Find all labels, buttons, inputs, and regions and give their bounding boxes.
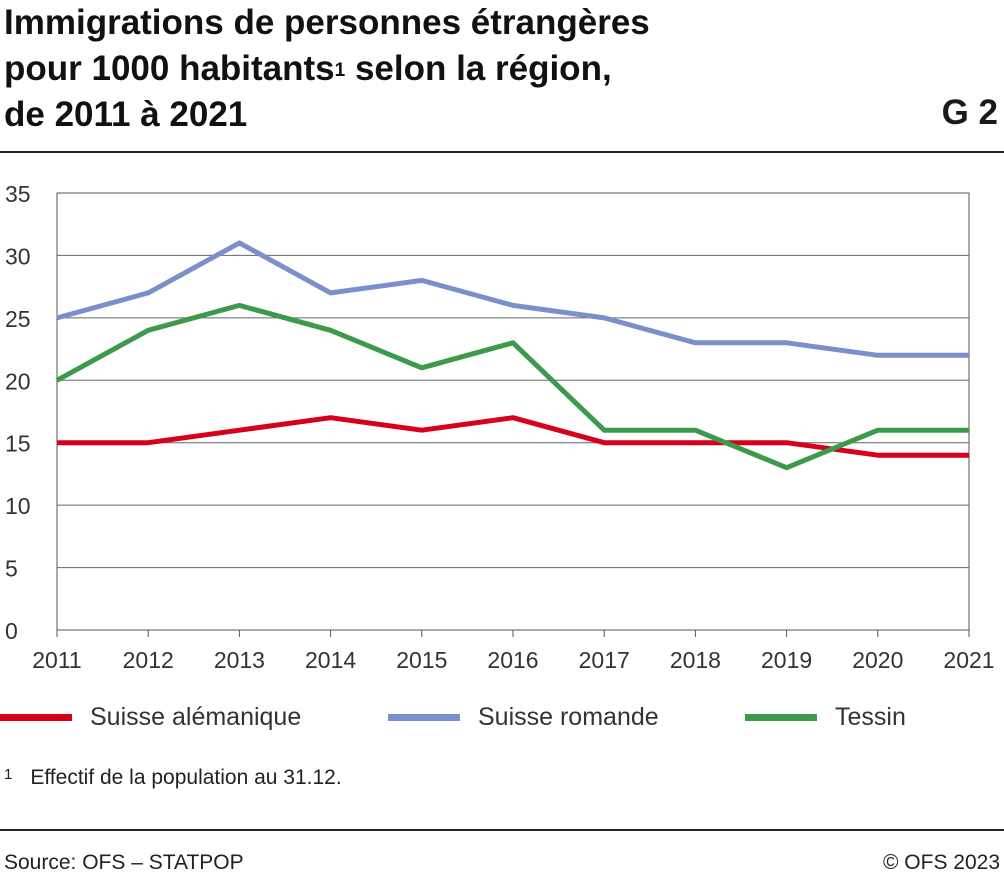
- legend-swatch-suisse-romande: [388, 714, 460, 721]
- line-chart: 0 5 10 15 20 25 30 35 2011 2012 2013 2014 2015 2016 20…: [5, 181, 995, 673]
- x-tick-label-2016: 2016: [487, 647, 538, 673]
- plot-area: [56, 192, 970, 631]
- legend: Suisse alémanique Suisse romande Tessin: [0, 703, 1004, 743]
- y-tick-label-20: 20: [5, 368, 31, 394]
- x-tick-label-2011: 2011: [32, 647, 81, 673]
- footnote-text: Effectif de la population au 31.12.: [30, 766, 342, 789]
- legend-label-suisse-alemanique: Suisse alémanique: [90, 703, 302, 731]
- x-tick-label-2018: 2018: [670, 647, 721, 673]
- y-tick-label-25: 25: [5, 306, 31, 332]
- x-tick-label-2014: 2014: [305, 647, 356, 673]
- source-text: Source: OFS – STATPOP: [4, 851, 244, 874]
- y-tick-label-30: 30: [5, 243, 31, 269]
- x-tick-label-2015: 2015: [396, 647, 447, 673]
- title-line-2-start: pour 1000 habitants: [4, 49, 335, 88]
- footnote: 1 Effectif de la population au 31.12.: [4, 766, 342, 790]
- x-tick-label-2017: 2017: [579, 647, 630, 673]
- series-line-suisse-romande: [56, 240, 969, 358]
- y-tick-label-35: 35: [5, 181, 31, 207]
- legend-swatch-tessin: [745, 714, 817, 721]
- legend-item-suisse-romande: Suisse romande: [388, 703, 659, 732]
- chart-title: Immigrations de personnes étrangères pou…: [4, 0, 904, 138]
- x-tick-label-2020: 2020: [852, 647, 903, 673]
- y-tick-label-10: 10: [5, 493, 31, 519]
- series-line-suisse-alemanique: [57, 415, 969, 458]
- title-footnote-marker: 1: [334, 60, 346, 81]
- footnote-marker: 1: [4, 766, 13, 783]
- legend-label-tessin: Tessin: [835, 703, 906, 731]
- title-line-2-end: selon la région,: [345, 49, 612, 88]
- x-tick-label-2019: 2019: [761, 647, 812, 673]
- x-tick-label-2012: 2012: [123, 647, 174, 673]
- x-tick-label-2021: 2021: [943, 647, 994, 673]
- legend-label-suisse-romande: Suisse romande: [478, 703, 659, 731]
- chart-number: G 2: [941, 93, 998, 132]
- bottom-divider: [0, 829, 1004, 831]
- legend-swatch-suisse-alemanique: [0, 714, 72, 721]
- copyright-text: © OFS 2023: [882, 851, 1000, 874]
- legend-item-suisse-alemanique: Suisse alémanique: [0, 703, 301, 732]
- title-line-2: pour 1000 habitants1 selon la région,: [4, 46, 904, 92]
- series-line-tessin: [55, 302, 969, 471]
- title-line-1: Immigrations de personnes étrangères: [4, 3, 650, 42]
- x-tick-label-2013: 2013: [214, 647, 265, 673]
- y-tick-label-15: 15: [5, 431, 31, 457]
- y-tick-label-5: 5: [5, 556, 18, 582]
- title-line-3: de 2011 à 2021: [4, 95, 248, 134]
- y-tick-label-0: 0: [5, 618, 18, 644]
- legend-item-tessin: Tessin: [745, 703, 906, 732]
- top-divider: [0, 151, 1004, 153]
